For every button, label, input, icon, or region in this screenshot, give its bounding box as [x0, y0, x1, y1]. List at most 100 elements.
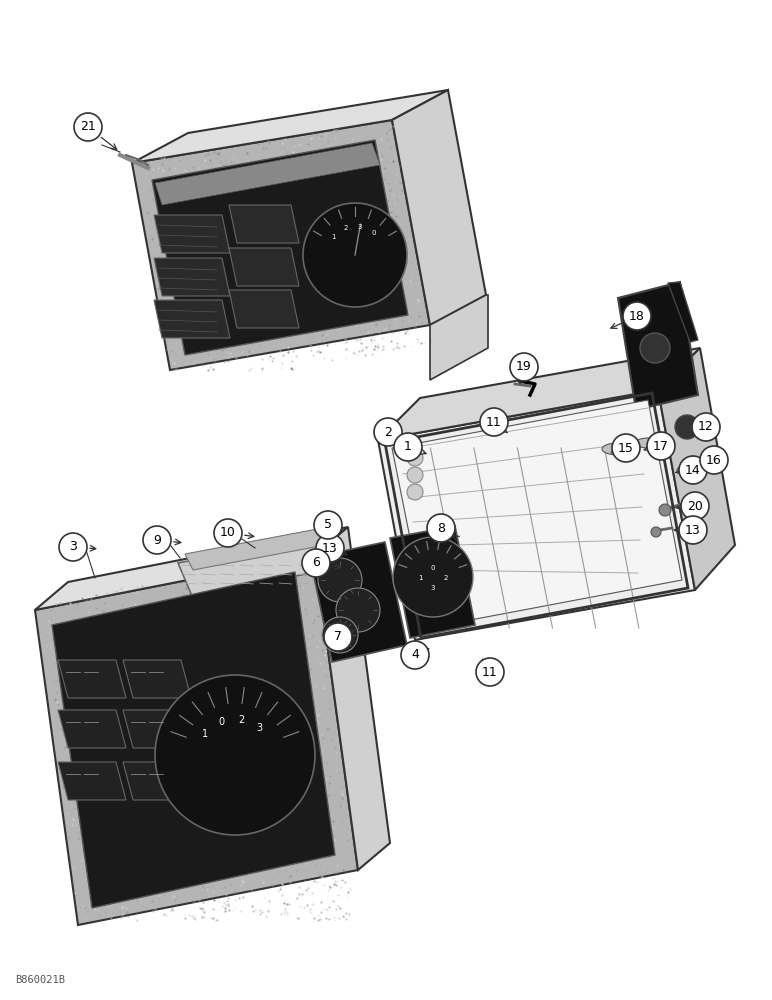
Circle shape: [302, 549, 330, 577]
Circle shape: [659, 504, 671, 516]
Text: 20: 20: [687, 499, 703, 512]
Text: 7: 7: [334, 631, 342, 644]
Circle shape: [374, 418, 402, 446]
Polygon shape: [58, 762, 126, 800]
Text: 2: 2: [444, 575, 449, 581]
Text: 3: 3: [431, 585, 435, 591]
Text: 15: 15: [618, 442, 634, 454]
Text: 1: 1: [202, 729, 208, 739]
Circle shape: [155, 675, 315, 835]
Text: 1: 1: [331, 234, 335, 240]
Text: 1: 1: [418, 575, 422, 581]
Circle shape: [681, 492, 709, 520]
Polygon shape: [154, 258, 230, 296]
Circle shape: [679, 516, 707, 544]
Circle shape: [480, 408, 508, 436]
Circle shape: [476, 658, 504, 686]
Circle shape: [612, 434, 640, 462]
Polygon shape: [52, 572, 335, 908]
Circle shape: [324, 623, 352, 651]
Text: 16: 16: [706, 454, 722, 466]
Text: 9: 9: [153, 534, 161, 546]
Circle shape: [407, 450, 423, 466]
Ellipse shape: [602, 443, 634, 455]
Text: 21: 21: [80, 120, 96, 133]
Circle shape: [692, 413, 720, 441]
Text: 5: 5: [324, 518, 332, 532]
Text: 13: 13: [322, 542, 338, 554]
Text: 19: 19: [516, 360, 532, 373]
Text: 11: 11: [482, 666, 498, 678]
Circle shape: [394, 433, 422, 461]
Polygon shape: [390, 526, 475, 638]
Polygon shape: [618, 282, 698, 410]
Polygon shape: [229, 290, 299, 328]
Polygon shape: [35, 555, 358, 925]
Polygon shape: [378, 348, 700, 440]
Text: 2: 2: [238, 715, 245, 725]
Polygon shape: [35, 527, 348, 610]
Circle shape: [407, 467, 423, 483]
Polygon shape: [178, 535, 337, 596]
Circle shape: [427, 514, 455, 542]
Circle shape: [623, 302, 651, 330]
Circle shape: [214, 519, 242, 547]
Polygon shape: [229, 205, 299, 243]
Polygon shape: [315, 527, 390, 870]
Polygon shape: [154, 215, 230, 253]
Polygon shape: [123, 710, 191, 748]
Circle shape: [700, 446, 728, 474]
Circle shape: [322, 617, 358, 653]
Text: 1: 1: [404, 440, 412, 454]
Circle shape: [336, 588, 380, 632]
Polygon shape: [229, 248, 299, 286]
Text: 14: 14: [685, 464, 701, 477]
Circle shape: [74, 113, 102, 141]
Polygon shape: [378, 390, 695, 640]
Text: 3: 3: [256, 723, 262, 733]
Text: 6: 6: [312, 556, 320, 570]
Text: 11: 11: [486, 416, 502, 428]
Circle shape: [640, 333, 670, 363]
Circle shape: [316, 534, 344, 562]
Circle shape: [393, 537, 473, 617]
Circle shape: [510, 353, 538, 381]
Ellipse shape: [677, 466, 699, 475]
Circle shape: [401, 641, 429, 669]
Text: B860021B: B860021B: [15, 975, 65, 985]
Polygon shape: [132, 120, 430, 370]
Text: 17: 17: [653, 440, 669, 452]
Polygon shape: [392, 400, 682, 628]
Text: 10: 10: [220, 526, 236, 540]
Circle shape: [675, 415, 699, 439]
Circle shape: [303, 203, 407, 307]
Polygon shape: [392, 90, 486, 325]
Polygon shape: [154, 300, 230, 338]
Text: 8: 8: [437, 522, 445, 534]
Circle shape: [59, 533, 87, 561]
Circle shape: [314, 511, 342, 539]
Text: 13: 13: [685, 524, 701, 536]
Polygon shape: [155, 143, 380, 205]
Circle shape: [679, 456, 707, 484]
Polygon shape: [123, 660, 191, 698]
Text: 3: 3: [69, 540, 77, 554]
Polygon shape: [430, 295, 488, 380]
Text: 0: 0: [371, 230, 376, 236]
Circle shape: [647, 432, 675, 460]
Polygon shape: [123, 762, 191, 800]
Text: 0: 0: [431, 565, 435, 571]
Polygon shape: [310, 542, 407, 662]
Text: 12: 12: [698, 420, 714, 434]
Polygon shape: [658, 348, 735, 590]
Polygon shape: [58, 710, 126, 748]
Polygon shape: [152, 140, 408, 355]
Text: 18: 18: [629, 310, 645, 322]
Text: 4: 4: [411, 648, 419, 662]
Circle shape: [318, 558, 362, 602]
Circle shape: [407, 484, 423, 500]
Circle shape: [651, 527, 661, 537]
Polygon shape: [132, 90, 448, 163]
Ellipse shape: [635, 438, 661, 448]
Text: 2: 2: [343, 225, 347, 231]
